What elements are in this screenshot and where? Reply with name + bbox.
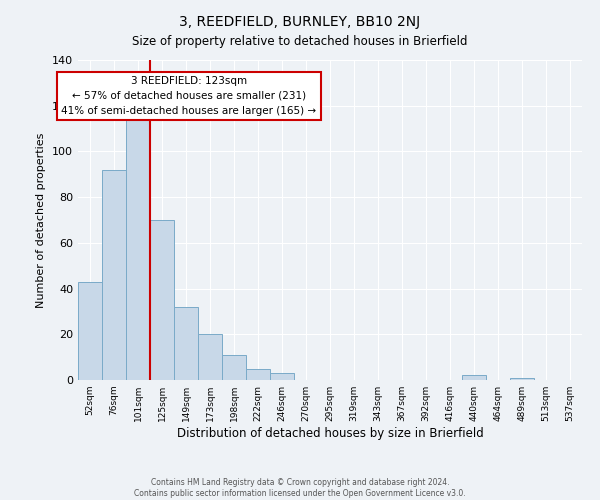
Bar: [174, 307, 198, 380]
Text: 3 REEDFIELD: 123sqm
← 57% of detached houses are smaller (231)
41% of semi-detac: 3 REEDFIELD: 123sqm ← 57% of detached ho…: [61, 76, 316, 116]
X-axis label: Distribution of detached houses by size in Brierfield: Distribution of detached houses by size …: [176, 427, 484, 440]
Text: Size of property relative to detached houses in Brierfield: Size of property relative to detached ho…: [132, 35, 468, 48]
Bar: [126, 112, 150, 380]
Bar: [150, 220, 174, 380]
Bar: [198, 334, 222, 380]
Text: Contains HM Land Registry data © Crown copyright and database right 2024.
Contai: Contains HM Land Registry data © Crown c…: [134, 478, 466, 498]
Bar: [462, 376, 486, 380]
Text: 3, REEDFIELD, BURNLEY, BB10 2NJ: 3, REEDFIELD, BURNLEY, BB10 2NJ: [179, 15, 421, 29]
Bar: [222, 355, 246, 380]
Bar: [246, 368, 270, 380]
Bar: [78, 282, 102, 380]
Y-axis label: Number of detached properties: Number of detached properties: [37, 132, 46, 308]
Bar: [510, 378, 534, 380]
Bar: [270, 373, 294, 380]
Bar: [102, 170, 126, 380]
